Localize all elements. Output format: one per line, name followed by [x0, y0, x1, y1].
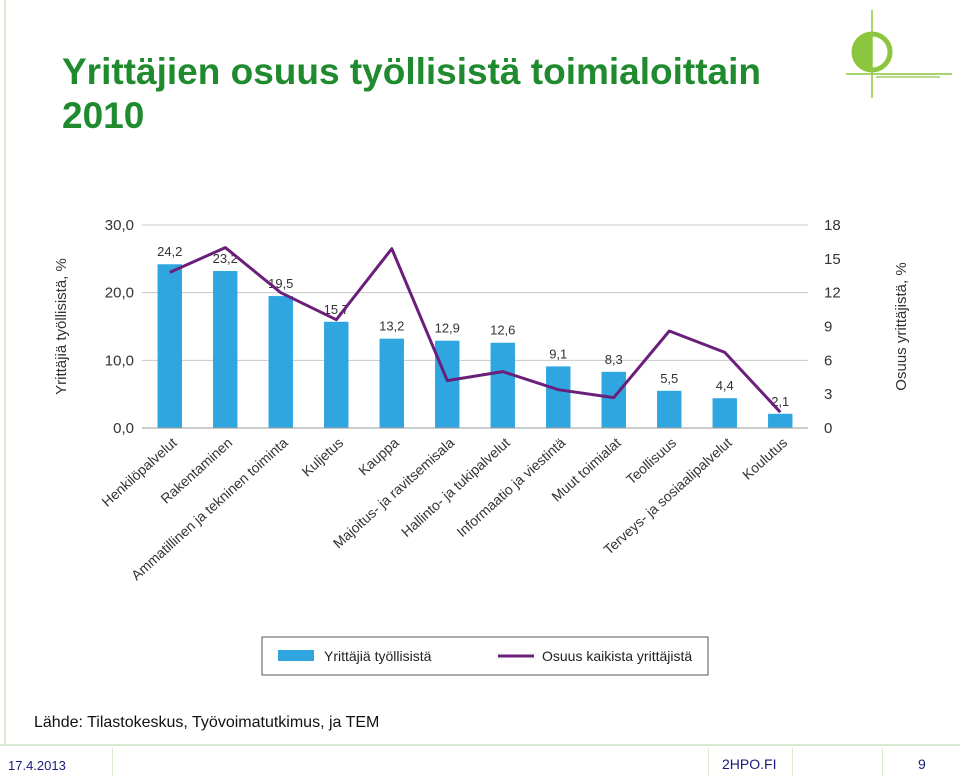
y2-tick-label: 12 [824, 285, 841, 302]
footer-separator [708, 748, 709, 776]
source-note: Lähde: Tilastokeskus, Työvoimatutkimus, … [34, 714, 380, 731]
bar [324, 321, 349, 428]
x-tick-label: Kauppa [355, 434, 402, 478]
share-line-series [169, 246, 782, 414]
bar [268, 296, 293, 428]
bar-value-label: 2,1 [771, 394, 789, 409]
y-tick-label: 20,0 [105, 285, 134, 302]
bar [546, 366, 571, 428]
bar-value-label: 23,2 [213, 251, 238, 266]
y2-tick-label: 0 [824, 420, 832, 437]
y-tick-label: 30,0 [105, 217, 134, 234]
y-axis-title: Yrittäjiä työllisistä, % [53, 258, 70, 395]
bar-value-label: 13,2 [379, 319, 404, 334]
x-tick-label: Teollisuus [623, 434, 679, 487]
chart: 0,0 10,0 20,0 30,0 0 3 6 9 12 15 18 Yrittäjiä työll… [53, 217, 910, 676]
footer-date: 17.4.2013 [8, 758, 66, 773]
legend-label-line: Osuus kaikista yrittäjistä [542, 648, 692, 664]
y2-tick-label: 18 [824, 217, 841, 234]
bar [490, 342, 515, 428]
footer-website-link[interactable]: 2HPO.FI [722, 756, 777, 772]
left-border-rule [4, 0, 6, 745]
bar-value-label: 8,3 [605, 352, 623, 367]
legend-label-bars: Yrittäjiä työllisistä [324, 648, 432, 664]
legend-box [261, 636, 709, 676]
y2-tick-label: 15 [824, 251, 841, 268]
y-tick-label: 10,0 [105, 352, 134, 369]
y2-tick-label: 3 [824, 386, 832, 403]
bar-value-label: 12,9 [435, 321, 460, 336]
footer-separator [112, 748, 113, 776]
x-tick-label: Hallinto- ja tukipalvelut [398, 434, 513, 540]
y2-tick-label: 9 [824, 319, 832, 336]
x-tick-label: Koulutus [739, 434, 790, 482]
bar-value-label: 9,1 [549, 346, 567, 361]
legend-swatch-bars [278, 650, 314, 661]
bar [601, 371, 626, 428]
y2-axis-title: Osuus yrittäjistä, % [893, 262, 910, 390]
footer-separator [792, 748, 793, 776]
bar-value-label: 24,2 [157, 244, 182, 259]
bar-value-label: 4,4 [716, 378, 734, 393]
page-number: 9 [918, 756, 926, 772]
bar [435, 340, 460, 428]
y-tick-label: 0,0 [113, 420, 134, 437]
bar [768, 413, 793, 428]
footer-separator [882, 748, 883, 776]
bar [379, 338, 404, 428]
y2-tick-label: 6 [824, 352, 832, 369]
slide-title: Yrittäjien osuus työllisistä toimialoitt… [62, 51, 762, 136]
bar [157, 264, 182, 428]
bar [657, 390, 682, 428]
bar [213, 271, 238, 428]
bar-value-label: 12,6 [490, 323, 515, 338]
x-tick-label: Kuljetus [299, 434, 347, 479]
footer-divider [0, 744, 960, 746]
bar [712, 398, 737, 428]
company-logo [842, 10, 952, 100]
bar-value-label: 5,5 [660, 371, 678, 386]
x-tick-label: Informaatio ja viestintä [453, 434, 568, 540]
